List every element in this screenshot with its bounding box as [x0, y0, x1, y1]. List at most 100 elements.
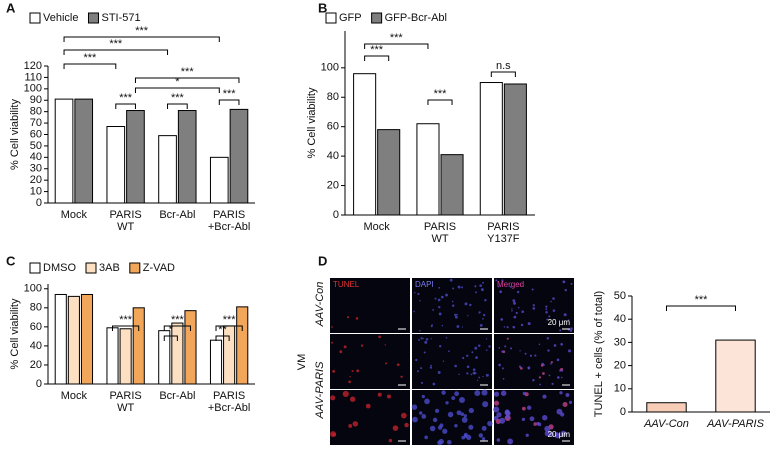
- cell: [441, 390, 446, 395]
- cell: [556, 358, 560, 362]
- bar: [229, 108, 249, 204]
- cell: [430, 364, 432, 367]
- x-tick-label: PARIS: [110, 390, 142, 402]
- legend-label: GFP: [339, 12, 362, 24]
- cell: [356, 369, 360, 373]
- cell: [472, 368, 476, 371]
- bar: [503, 83, 527, 216]
- bar: [416, 123, 440, 216]
- cell: [540, 364, 544, 367]
- bar: [715, 339, 756, 413]
- cell: [559, 391, 563, 395]
- bar: [67, 295, 80, 385]
- x-tick-label: PARIS: [213, 390, 245, 402]
- cell: [332, 369, 336, 373]
- y-tick-label: 40: [327, 150, 339, 162]
- cell: [400, 412, 407, 419]
- y-tick-label: 40: [30, 151, 42, 163]
- cell: [512, 299, 516, 303]
- cell: [454, 423, 458, 428]
- cell: [330, 395, 336, 401]
- cell: [415, 358, 418, 362]
- cell: [506, 326, 509, 329]
- bar: [80, 293, 94, 385]
- legend-label: 3AB: [99, 262, 120, 274]
- cell: [532, 307, 536, 310]
- cell: [419, 300, 421, 302]
- cell: [331, 326, 333, 328]
- cell: [475, 291, 478, 294]
- cell: [559, 329, 562, 332]
- cell: [348, 424, 353, 428]
- cell: [521, 310, 524, 313]
- cell: [524, 352, 527, 355]
- significance-bracket: [666, 305, 736, 311]
- cell: [430, 338, 432, 340]
- x-tick-label: Mock: [364, 221, 391, 233]
- cell: [454, 313, 457, 317]
- cell: [467, 314, 469, 317]
- x-tick-label: Mock: [61, 390, 88, 402]
- cell: [568, 349, 572, 353]
- significance-label: ***: [83, 52, 97, 64]
- cell: [545, 308, 548, 311]
- cell: [454, 391, 460, 397]
- cell: [425, 338, 429, 341]
- cell: [404, 422, 409, 428]
- cell: [449, 278, 453, 282]
- y-tick-label: 120: [24, 60, 42, 72]
- y-tick-label: 60: [30, 128, 42, 140]
- cell: [560, 412, 565, 417]
- bar: [171, 322, 184, 385]
- cell: [501, 350, 504, 353]
- legend-swatch: [29, 12, 41, 24]
- significance-label: ***: [171, 314, 185, 326]
- cell: [551, 382, 554, 385]
- cell: [547, 349, 550, 352]
- cell: [432, 382, 436, 386]
- significance-bracket: [215, 325, 243, 331]
- cell: [539, 383, 542, 386]
- cell: [424, 435, 429, 440]
- scale-label: 20 μm: [548, 318, 571, 327]
- cell: [532, 378, 535, 382]
- bar: [119, 328, 132, 385]
- cell: [510, 347, 513, 350]
- cell: [504, 345, 507, 348]
- cell: [477, 344, 481, 347]
- x-tick-label: WT: [117, 402, 134, 414]
- cell: [487, 420, 493, 427]
- cell: [378, 335, 381, 339]
- cell: [348, 380, 351, 384]
- y-tick-label: 10: [30, 185, 42, 197]
- region-label: VM: [296, 354, 308, 371]
- bar: [177, 110, 197, 204]
- cell: [451, 396, 456, 401]
- bar: [106, 327, 119, 385]
- significance-label: n.s: [496, 60, 511, 72]
- cell: [546, 318, 549, 321]
- x-tick-label: PARIS: [487, 221, 519, 233]
- cell: [417, 292, 420, 296]
- scale-label: 20 μm: [548, 430, 571, 439]
- cell: [546, 337, 550, 340]
- x-tick-label: PARIS: [213, 209, 245, 221]
- cell: [479, 284, 483, 288]
- cell: [493, 391, 500, 397]
- cell: [445, 336, 448, 339]
- cell: [466, 354, 469, 357]
- cell: [448, 350, 450, 353]
- cell: [441, 324, 444, 327]
- cell: [386, 394, 391, 399]
- x-tick-label: WT: [117, 221, 134, 233]
- cell: [434, 297, 437, 300]
- cell: [485, 349, 488, 351]
- y-tick-label: 80: [327, 91, 339, 103]
- cell: [511, 308, 513, 310]
- y-tick-label: 30: [614, 336, 626, 348]
- cell: [461, 326, 464, 328]
- significance-label: ***: [434, 88, 448, 100]
- cell: [419, 411, 423, 415]
- cell: [545, 305, 548, 308]
- cell: [447, 411, 454, 418]
